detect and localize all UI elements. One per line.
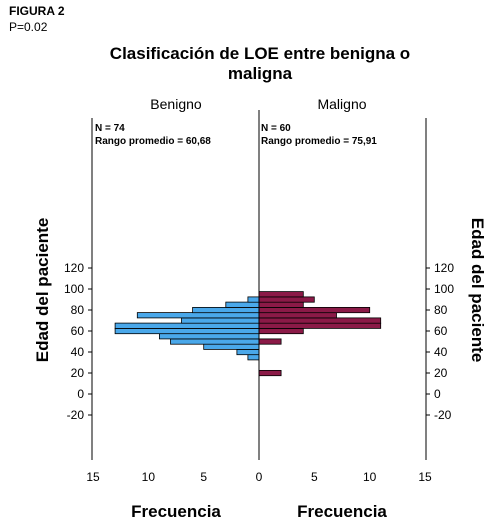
y-tick-label-right: 20 xyxy=(434,366,448,380)
y-tick-label-left: 0 xyxy=(77,387,84,401)
y-axis-label-left: Edad del paciente xyxy=(33,218,52,363)
y-axis-label-right: Edad del paciente xyxy=(468,218,487,363)
chart-title: Clasificación de LOE entre benigna o mal… xyxy=(109,44,411,83)
benigno-bar xyxy=(114,327,260,335)
maligno-bar xyxy=(258,327,304,335)
x-axis-label-left: Frecuencia xyxy=(131,502,221,521)
maligno-bar xyxy=(258,369,282,377)
benigno-n-label: N = 74 xyxy=(95,123,125,134)
y-tick-label-right: -20 xyxy=(434,408,452,422)
benigno-bars xyxy=(114,296,260,361)
benigno-bar xyxy=(181,317,260,324)
y-tick-label-left: 60 xyxy=(71,324,85,338)
panel-label-benigno: Benigno xyxy=(150,96,202,112)
x-tick-label-left: 5 xyxy=(200,470,207,484)
benigno-bar xyxy=(247,354,260,361)
y-tick-label-right: 60 xyxy=(434,324,448,338)
x-tick-label-right: 10 xyxy=(363,470,377,484)
maligno-bar xyxy=(258,317,382,324)
maligno-n-label: N = 60 xyxy=(261,123,291,134)
x-tick-label-left: 0 xyxy=(256,470,263,484)
maligno-bar xyxy=(258,312,337,319)
benigno-bar xyxy=(236,348,260,356)
maligno-rank-label: Rango promedio = 75,91 xyxy=(261,136,377,147)
y-tick-label-left: 100 xyxy=(64,282,84,296)
panel-label-maligno: Maligno xyxy=(317,96,366,112)
y-tick-label-left: 20 xyxy=(71,366,85,380)
y-tick-label-right: 80 xyxy=(434,303,448,317)
y-tick-label-right: 0 xyxy=(434,387,441,401)
benigno-bar xyxy=(192,306,260,314)
x-tick-label-right: 15 xyxy=(418,470,432,484)
maligno-bar xyxy=(258,301,304,308)
benigno-bar xyxy=(170,338,260,345)
maligno-bar xyxy=(258,296,315,303)
maligno-bars xyxy=(258,291,382,377)
maligno-bar xyxy=(258,291,304,298)
maligno-bar xyxy=(258,322,382,329)
maligno-bar xyxy=(258,306,371,314)
benigno-bar xyxy=(225,301,260,308)
p-value-label: P=0.02 xyxy=(9,20,48,34)
y-tick-label-right: 100 xyxy=(434,282,454,296)
benigno-rank-label: Rango promedio = 60,68 xyxy=(95,136,211,147)
x-tick-label-left: 10 xyxy=(142,470,156,484)
y-tick-label-left: 80 xyxy=(71,303,85,317)
benigno-bar xyxy=(158,333,260,340)
benigno-bar xyxy=(203,343,260,350)
x-axis-label-right: Frecuencia xyxy=(297,502,387,521)
y-tick-label-right: 120 xyxy=(434,261,454,275)
benigno-bar xyxy=(114,322,260,329)
y-tick-label-left: 120 xyxy=(64,261,84,275)
benigno-bar xyxy=(247,296,260,303)
y-tick-label-left: -20 xyxy=(67,408,85,422)
x-tick-label-right: 5 xyxy=(311,470,318,484)
x-tick-label-left: 15 xyxy=(86,470,100,484)
maligno-bar xyxy=(258,338,282,345)
benigno-bar xyxy=(136,312,260,319)
y-tick-label-right: 40 xyxy=(434,345,448,359)
figure-label: FIGURA 2 xyxy=(9,4,65,18)
y-tick-label-left: 40 xyxy=(71,345,85,359)
